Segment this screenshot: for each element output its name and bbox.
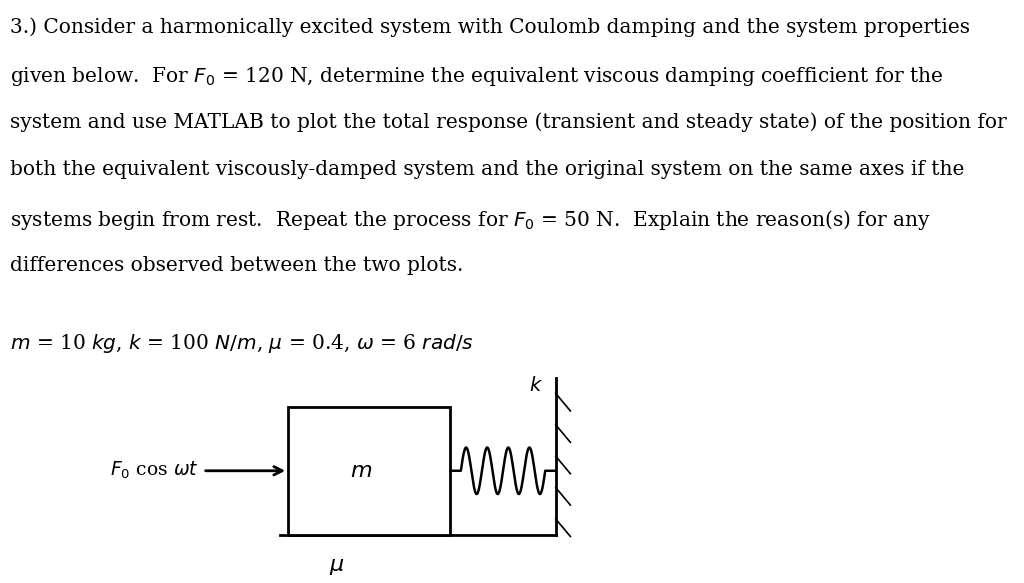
Text: both the equivalent viscously-damped system and the original system on the same : both the equivalent viscously-damped sys… [10,160,965,180]
Bar [288,407,451,535]
Text: $m$ = 10 $kg$, $k$ = 100 $N/m$, $\mu$ = 0.4, $\omega$ = 6 $rad/s$: $m$ = 10 $kg$, $k$ = 100 $N/m$, $\mu$ = … [10,332,474,356]
Text: $m$: $m$ [350,460,372,482]
Text: $F_0$ cos $\omega t$: $F_0$ cos $\omega t$ [111,460,199,482]
Text: $\mu$: $\mu$ [329,555,344,577]
Text: system and use MATLAB to plot the total response (transient and steady state) of: system and use MATLAB to plot the total … [10,113,1007,132]
Text: 3.) Consider a harmonically excited system with Coulomb damping and the system p: 3.) Consider a harmonically excited syst… [10,17,970,37]
Text: given below.  For $F_0$ = 120 N, determine the equivalent viscous damping coeffi: given below. For $F_0$ = 120 N, determin… [10,65,943,88]
Text: systems begin from rest.  Repeat the process for $F_0$ = 50 N.  Explain the reas: systems begin from rest. Repeat the proc… [10,208,931,232]
Text: $k$: $k$ [528,376,543,395]
Text: differences observed between the two plots.: differences observed between the two plo… [10,256,463,275]
